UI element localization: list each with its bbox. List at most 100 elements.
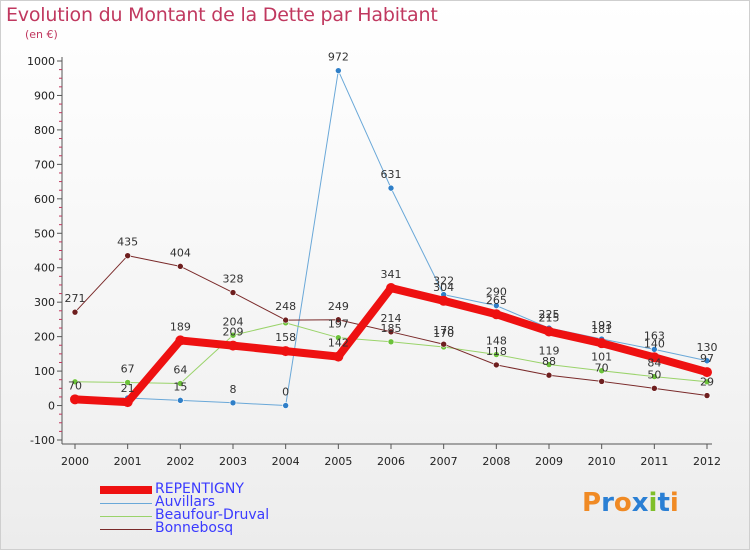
data-point bbox=[229, 331, 237, 339]
y-tick-label: 700 bbox=[34, 158, 55, 171]
data-label: 67 bbox=[121, 362, 135, 375]
data-point bbox=[387, 184, 395, 192]
data-point bbox=[596, 338, 607, 349]
data-point bbox=[229, 399, 237, 407]
legend-swatch bbox=[100, 529, 152, 530]
data-label: 185 bbox=[381, 322, 402, 335]
x-tick-label: 2000 bbox=[61, 455, 89, 468]
x-tick-label: 2005 bbox=[324, 455, 352, 468]
data-label: 29 bbox=[700, 376, 714, 389]
data-label: 170 bbox=[433, 327, 454, 340]
x-tick-label: 2003 bbox=[219, 455, 247, 468]
data-point bbox=[493, 302, 500, 309]
data-label: 101 bbox=[591, 351, 612, 364]
data-label: 271 bbox=[65, 292, 86, 305]
data-label: 265 bbox=[486, 294, 507, 307]
y-tick-label: 900 bbox=[34, 89, 55, 102]
legend-label: Bonnebosq bbox=[155, 520, 234, 536]
data-label: 118 bbox=[486, 345, 507, 358]
data-point bbox=[702, 367, 712, 378]
y-tick-label: 1000 bbox=[27, 55, 55, 68]
data-point bbox=[124, 252, 131, 259]
logo-letter: t bbox=[657, 488, 670, 518]
data-label: 70 bbox=[68, 379, 82, 392]
legend-label: REPENTIGNY bbox=[155, 481, 244, 497]
data-label: 189 bbox=[170, 320, 191, 333]
logo-letter: o bbox=[613, 488, 632, 518]
y-tick-label: 500 bbox=[34, 227, 55, 240]
data-point bbox=[703, 378, 711, 386]
data-point bbox=[335, 316, 342, 324]
x-tick-label: 2011 bbox=[640, 455, 668, 468]
proxiti-logo: Proxiti bbox=[582, 488, 679, 518]
data-label: 341 bbox=[381, 268, 402, 281]
data-point bbox=[386, 283, 396, 294]
x-tick-label: 2009 bbox=[535, 455, 563, 468]
data-label: 193 bbox=[591, 319, 612, 332]
data-label: 215 bbox=[539, 311, 560, 324]
x-tick-label: 2010 bbox=[588, 455, 616, 468]
legend-label: Beaufour-Druval bbox=[155, 507, 270, 523]
data-point bbox=[335, 334, 342, 341]
chart-title: Evolution du Montant de la Dette par Hab… bbox=[6, 4, 438, 26]
x-tick-label: 2001 bbox=[114, 455, 142, 468]
data-point bbox=[651, 373, 658, 380]
data-label: 214 bbox=[381, 312, 402, 325]
data-point bbox=[177, 263, 184, 270]
y-tick-label: 400 bbox=[34, 262, 55, 275]
line-chart: -100010020030040050060070080090010002000… bbox=[27, 51, 721, 468]
data-label: 181 bbox=[591, 323, 612, 336]
data-point bbox=[545, 371, 553, 379]
data-point bbox=[544, 326, 554, 337]
data-label: 84 bbox=[647, 357, 661, 370]
data-label: 50 bbox=[647, 368, 661, 381]
data-label: 0 bbox=[282, 386, 289, 399]
data-label: 972 bbox=[328, 51, 349, 64]
data-label: 97 bbox=[700, 352, 714, 365]
data-point bbox=[598, 378, 605, 385]
data-point bbox=[71, 378, 79, 386]
y-tick-label: -100 bbox=[30, 434, 55, 447]
data-point bbox=[282, 316, 289, 324]
data-point bbox=[175, 335, 186, 346]
chart-subtitle: (en €) bbox=[25, 28, 58, 41]
data-label: 158 bbox=[275, 331, 296, 344]
data-label: 322 bbox=[433, 275, 454, 288]
data-label: 631 bbox=[381, 168, 402, 181]
data-label: 21 bbox=[121, 382, 135, 395]
data-label: 130 bbox=[697, 341, 718, 354]
data-label: 249 bbox=[328, 300, 349, 313]
logo-letter: P bbox=[582, 488, 602, 518]
legend-swatch bbox=[100, 503, 152, 504]
data-point bbox=[651, 385, 658, 392]
x-tick-label: 2007 bbox=[430, 455, 458, 468]
logo-letter: x bbox=[631, 488, 649, 518]
data-point bbox=[493, 351, 500, 358]
data-label: 404 bbox=[170, 246, 191, 259]
data-point bbox=[335, 67, 342, 74]
data-label: 225 bbox=[539, 308, 560, 321]
data-label: 197 bbox=[328, 318, 349, 331]
data-point bbox=[545, 361, 553, 368]
legend-swatch bbox=[100, 486, 152, 494]
data-point bbox=[491, 309, 502, 320]
data-point bbox=[280, 346, 291, 357]
data-label: 290 bbox=[486, 286, 507, 299]
logo-letter: i bbox=[669, 488, 679, 518]
x-tick-label: 2006 bbox=[377, 455, 405, 468]
data-point bbox=[122, 397, 133, 408]
y-tick-label: 600 bbox=[34, 193, 55, 206]
data-point bbox=[598, 367, 605, 375]
data-label: 70 bbox=[595, 361, 609, 374]
data-label: 119 bbox=[539, 345, 560, 358]
data-point bbox=[228, 340, 238, 351]
data-label: 64 bbox=[173, 363, 187, 376]
y-tick-label: 300 bbox=[34, 296, 55, 309]
data-point bbox=[440, 340, 447, 348]
data-point bbox=[649, 352, 660, 363]
data-point bbox=[124, 379, 131, 386]
data-label: 204 bbox=[223, 315, 244, 328]
data-label: 248 bbox=[275, 300, 296, 313]
y-tick-label: 0 bbox=[48, 400, 55, 413]
data-point bbox=[333, 351, 344, 362]
